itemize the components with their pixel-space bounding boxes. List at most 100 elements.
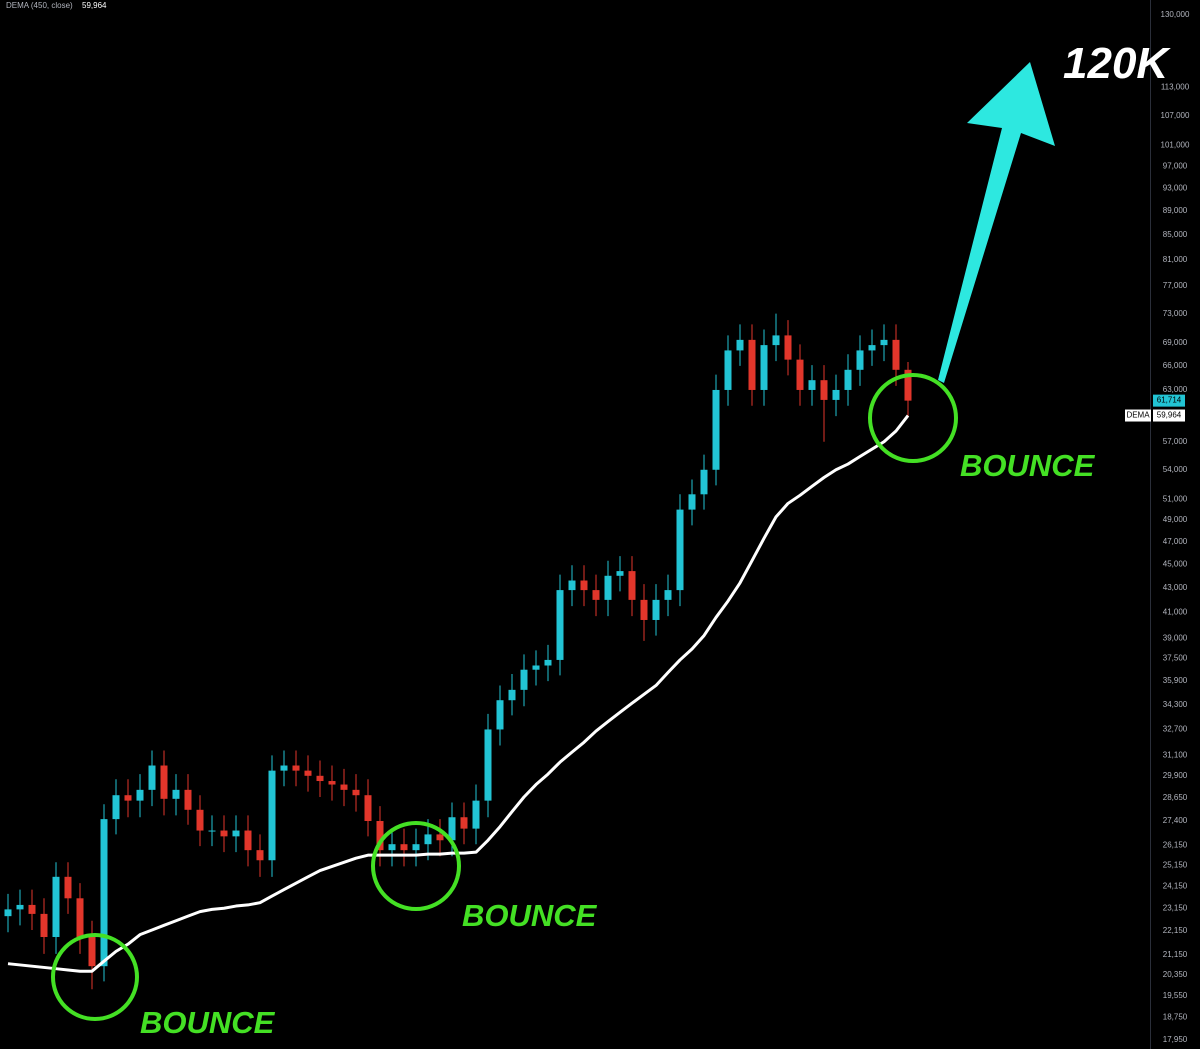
candle-body (580, 580, 588, 591)
bounce-circle (868, 373, 958, 463)
y-tick-label: 66,000 (1163, 361, 1188, 370)
candle-body (388, 844, 396, 851)
y-tick-label: 57,000 (1163, 437, 1188, 446)
y-tick-label: 41,000 (1163, 607, 1188, 616)
y-tick-label: 63,000 (1163, 385, 1188, 394)
candle-body (436, 834, 444, 841)
bounce-label: BOUNCE (960, 448, 1096, 483)
last-price-label: 61,714 (1157, 396, 1182, 405)
candle-body (208, 830, 216, 832)
candle-body (592, 590, 600, 600)
dema-name-tag (1125, 409, 1151, 422)
candle-body (340, 784, 348, 790)
candle-body (904, 369, 912, 401)
y-tick-label: 29,900 (1163, 771, 1188, 780)
y-tick-label: 51,000 (1163, 494, 1188, 503)
y-tick-label: 89,000 (1163, 206, 1188, 215)
y-tick-label: 37,500 (1163, 654, 1188, 663)
candle-body (856, 350, 864, 370)
dema-value-tag (1153, 409, 1185, 422)
candle-body (688, 494, 696, 510)
legend-value: 59,964 (82, 1, 107, 10)
candle-body (316, 775, 324, 782)
candle-body (700, 469, 708, 495)
candle-body (184, 789, 192, 810)
candle-body (736, 339, 744, 351)
candle-body (472, 800, 480, 829)
candle-body (808, 380, 816, 390)
y-tick-label: 32,700 (1163, 725, 1188, 734)
candle-body (64, 876, 72, 899)
candle-body (520, 669, 528, 690)
candle-body (280, 765, 288, 771)
candle-body (508, 689, 516, 701)
candle-body (568, 580, 576, 591)
candle-body (652, 599, 660, 620)
candle-body (352, 789, 360, 796)
y-tick-label: 28,650 (1163, 793, 1188, 802)
candle-body (640, 599, 648, 620)
y-tick-label: 93,000 (1163, 183, 1188, 192)
target-label: 120K (1063, 39, 1171, 88)
candle-body (124, 795, 132, 801)
candle-body (880, 339, 888, 346)
candle-body (868, 345, 876, 351)
dema-value-label: 59,964 (1157, 411, 1182, 420)
candle-body (400, 844, 408, 851)
y-tick-label: 31,100 (1163, 751, 1188, 760)
candle-body (844, 369, 852, 390)
candle-body (784, 335, 792, 360)
y-tick-label: 69,000 (1163, 338, 1188, 347)
y-tick-label: 23,150 (1163, 903, 1188, 912)
candle-body (172, 789, 180, 799)
candle-body (604, 575, 612, 600)
y-tick-label: 21,150 (1163, 950, 1188, 959)
candle-body (496, 700, 504, 730)
y-tick-label: 97,000 (1163, 162, 1188, 171)
candle-body (160, 765, 168, 799)
bounce-label: BOUNCE (140, 1005, 276, 1040)
candle-body (484, 729, 492, 801)
dema-name: DEMA (1126, 411, 1150, 420)
y-tick-label: 130,000 (1161, 10, 1190, 19)
candle-body (220, 830, 228, 837)
y-tick-label: 107,000 (1161, 111, 1190, 120)
y-tick-label: 77,000 (1163, 281, 1188, 290)
candle-body (268, 770, 276, 861)
y-tick-label: 45,000 (1163, 559, 1188, 568)
candle-body (616, 571, 624, 576)
candle-body (52, 876, 60, 938)
y-tick-label: 20,350 (1163, 970, 1188, 979)
y-tick-label: 17,950 (1163, 1035, 1188, 1044)
candle-body (232, 830, 240, 837)
y-tick-label: 85,000 (1163, 230, 1188, 239)
candle-body (772, 335, 780, 346)
candle-body (244, 830, 252, 851)
candle-body (532, 665, 540, 670)
candle-body (136, 789, 144, 801)
candle-body (448, 817, 456, 841)
candle-body (892, 339, 900, 370)
legend-label: DEMA (450, close) (6, 1, 73, 10)
candle-body (712, 389, 720, 470)
candle-body (16, 904, 24, 910)
bounce-circle (371, 821, 461, 911)
candle-body (76, 898, 84, 938)
candle-body (28, 904, 36, 914)
y-tick-label: 27,400 (1163, 816, 1188, 825)
candle-body (760, 345, 768, 390)
candle-body (148, 765, 156, 790)
y-tick-label: 34,300 (1163, 700, 1188, 709)
candle-body (832, 389, 840, 400)
y-tick-label: 25,150 (1163, 860, 1188, 869)
candle-body (364, 795, 372, 822)
candle-body (424, 834, 432, 845)
candle-body (88, 937, 96, 967)
candle-body (724, 350, 732, 390)
candle-body (412, 844, 420, 851)
candle-body (256, 850, 264, 861)
y-tick-label: 39,000 (1163, 633, 1188, 642)
y-tick-label: 113,000 (1161, 83, 1190, 92)
